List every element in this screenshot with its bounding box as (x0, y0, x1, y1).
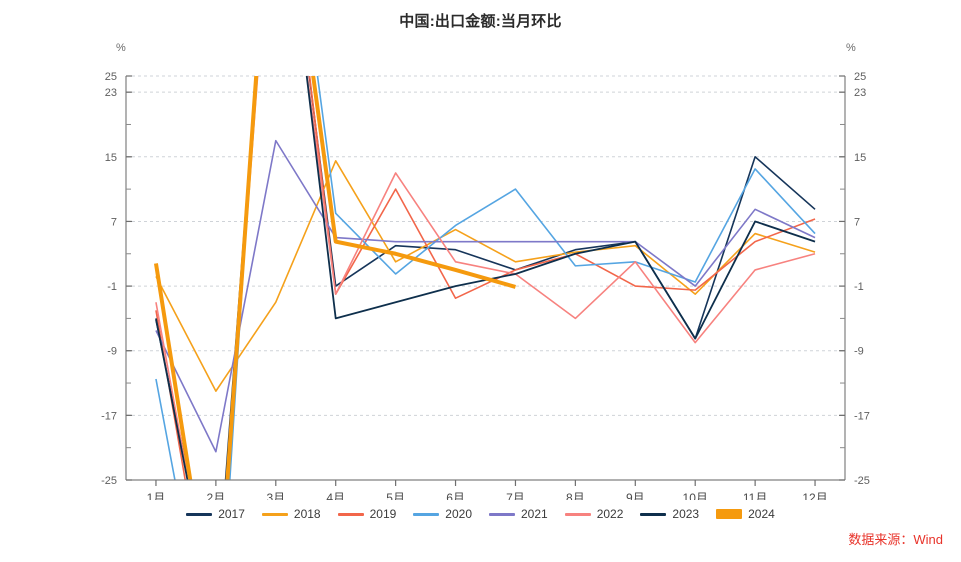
series-line-2020 (155, 76, 816, 480)
right-axis-unit-label: % (846, 42, 856, 54)
y-tick-label-left-7: 7 (111, 216, 117, 228)
y-tick-label-left-25: 25 (105, 71, 117, 83)
y-tick-label-left-15: 15 (105, 152, 117, 164)
legend-item-2019[interactable]: 2019 (337, 507, 397, 521)
x-tick-label-4: 4月 (326, 491, 345, 500)
x-tick-label-9: 9月 (626, 491, 645, 500)
legend-label-2024: 2024 (748, 507, 775, 521)
y-tick-label-right--1: -1 (854, 281, 864, 293)
y-tick-label-right--9: -9 (854, 346, 864, 358)
y-tick-label-right--25: -25 (854, 475, 870, 487)
x-tick-label-6: 6月 (446, 491, 465, 500)
series-line-2019 (155, 76, 816, 480)
x-axis-ticks: 1月 2月 3月 4月 5月 6月 7月 8月 9月 10月 11月 12月 (147, 480, 828, 500)
legend-label-2022: 2022 (596, 507, 624, 521)
series-line-2018 (155, 160, 816, 392)
legend-item-2018[interactable]: 2018 (261, 507, 321, 521)
x-tick-label-7: 7月 (506, 491, 525, 500)
series-line-2017 (155, 76, 816, 480)
y-tick-label-left--1: -1 (107, 281, 117, 293)
series-line-2021 (155, 139, 816, 453)
x-tick-label-3: 3月 (266, 491, 285, 500)
y-tick-label-left--17: -17 (101, 410, 117, 422)
y-tick-label-left-23: 23 (105, 87, 117, 99)
legend-swatch-2024 (716, 509, 743, 519)
page-title: 中国:出口金额:当月环比 (399, 13, 562, 30)
x-tick-label-5: 5月 (386, 491, 405, 500)
legend-swatch-2021 (489, 512, 515, 516)
y-tick-label-right-23: 23 (854, 87, 866, 99)
series-line-2022 (155, 76, 816, 480)
legend-swatch-2023 (640, 512, 667, 516)
y-tick-label-left--25: -25 (101, 475, 117, 487)
x-tick-label-11: 11月 (743, 491, 767, 500)
legend-label-2017: 2017 (218, 507, 245, 521)
axis-frame (125, 76, 846, 481)
legend-label-2020: 2020 (445, 507, 472, 521)
y-tick-label-right--17: -17 (854, 410, 870, 422)
legend-swatch-2017 (186, 512, 213, 516)
legend-item-2020[interactable]: 2020 (413, 508, 472, 520)
legend-swatch-2022 (564, 512, 591, 516)
legend-swatch-2018 (261, 512, 288, 516)
line-chart-plot: 25 25 23 23 15 15 7 7 -1 -1 -9 -9 -17 -17 -25 -25 1月 2月 3月… (101, 71, 870, 500)
legend-label-2018: 2018 (293, 507, 321, 521)
legend-item-2024[interactable]: 2024 (716, 508, 775, 520)
series-group (153, 76, 816, 480)
y-axis-ticks: 25 25 23 23 15 15 7 7 -1 -1 -9 -9 -17 -17 -25 -25 (101, 71, 870, 487)
legend-label-2023: 2023 (672, 507, 700, 521)
chart-legend: 2017 2018 2019 2020 2021 2022 2023 2024 (0, 508, 961, 520)
legend-item-2021[interactable]: 2021 (489, 508, 548, 520)
legend-label-2021: 2021 (521, 507, 548, 521)
x-tick-label-1: 1月 (147, 491, 166, 500)
y-tick-label-right-15: 15 (854, 152, 866, 164)
left-axis-unit-label: % (116, 42, 126, 54)
x-tick-label-2: 2月 (207, 491, 226, 500)
y-tick-label-left--9: -9 (107, 346, 117, 358)
x-tick-label-10: 10月 (683, 491, 708, 500)
legend-label-2019: 2019 (369, 507, 397, 521)
legend-swatch-2020 (413, 512, 440, 516)
y-tick-label-right-25: 25 (854, 71, 866, 83)
legend-item-2017[interactable]: 2017 (186, 508, 245, 520)
y-tick-label-right-7: 7 (854, 216, 860, 228)
legend-item-2023[interactable]: 2023 (640, 508, 699, 520)
x-tick-label-8: 8月 (566, 491, 585, 500)
legend-item-2022[interactable]: 2022 (564, 507, 624, 521)
data-source-note: 数据来源：Wind (848, 532, 943, 547)
x-tick-label-12: 12月 (802, 491, 827, 500)
legend-swatch-2019 (337, 512, 364, 516)
series-line-2024 (153, 76, 517, 480)
